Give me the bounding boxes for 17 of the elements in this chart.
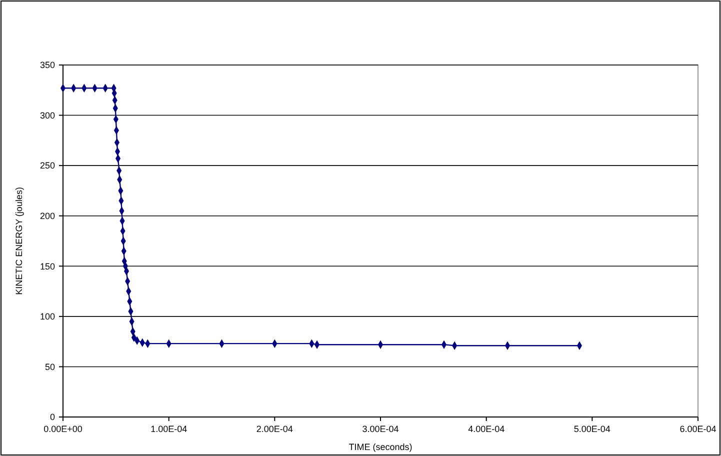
x-tick-label: 4.00E-04 (468, 424, 505, 434)
x-tick-label: 5.00E-04 (574, 424, 610, 434)
y-tick-label: 200 (40, 211, 55, 222)
y-tick-label: 50 (44, 362, 55, 372)
y-tick-label: 250 (40, 160, 55, 171)
y-tick-label: 350 (40, 60, 55, 70)
y-tick-label: 300 (40, 110, 55, 120)
x-axis-title: TIME (seconds) (348, 442, 412, 452)
y-tick-label: 150 (40, 261, 55, 272)
x-tick-label: 0.00E+00 (44, 424, 82, 434)
x-tick-label: 2.00E-04 (256, 424, 293, 434)
y-tick-label: 0 (50, 412, 55, 422)
y-axis-title: KINETIC ENERGY (joules) (14, 187, 24, 295)
x-tick-label: 1.00E-04 (150, 424, 188, 434)
x-tick-label: 3.00E-04 (362, 424, 399, 434)
y-tick-label: 100 (40, 312, 55, 322)
x-tick-label: 6.00E-04 (680, 424, 716, 434)
